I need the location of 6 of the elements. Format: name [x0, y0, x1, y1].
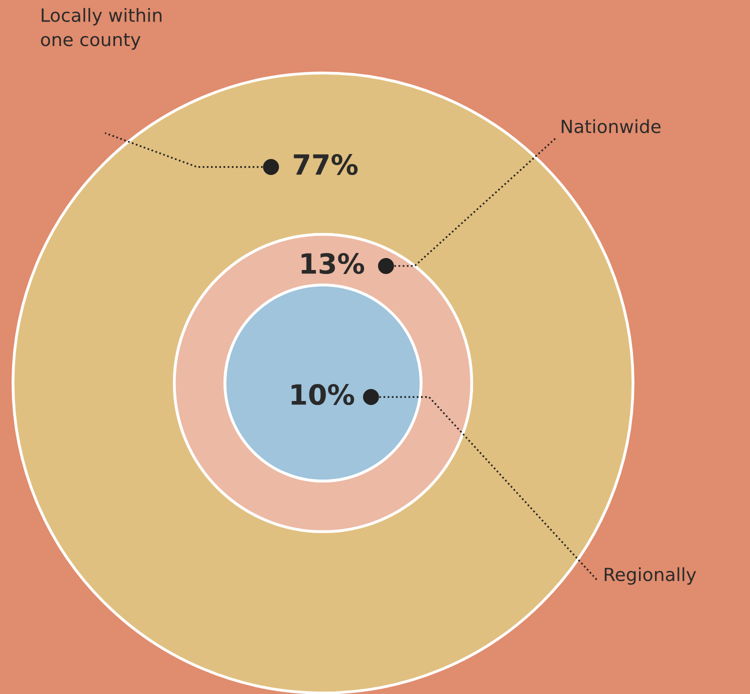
category-label: Nationwide: [562, 119, 661, 134]
data-label: 13%: [302, 253, 364, 274]
data-label: 77%: [294, 154, 358, 176]
category-label: Regionally: [604, 567, 696, 585]
category-label: Locally within one county: [40, 8, 162, 50]
data-label: 10%: [292, 384, 354, 406]
